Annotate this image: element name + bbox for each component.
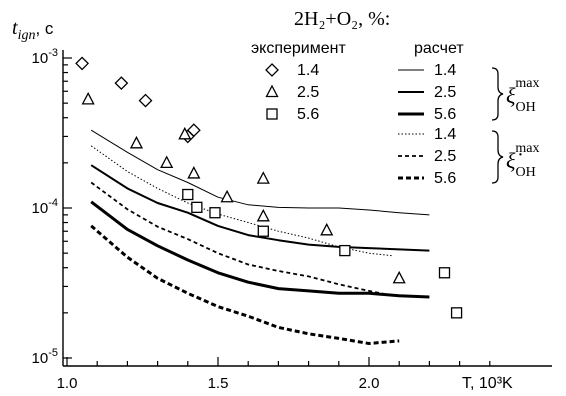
legend-label: 2.5 xyxy=(434,84,456,101)
y-axis-title: tign, c xyxy=(12,17,54,43)
data-point-diamond xyxy=(138,93,153,108)
data-point-triangle xyxy=(256,208,270,222)
data-point-triangle xyxy=(220,189,234,203)
xidot-curve-5-6 xyxy=(90,224,400,345)
x-tick-label: 2.0 xyxy=(359,375,380,392)
data-point-triangle xyxy=(160,155,174,168)
legend-marker-triangle xyxy=(265,84,279,98)
axes: 1.0 1.5 2.0 10-3 10-4 10-5 xyxy=(32,47,552,392)
data-point-triangle xyxy=(392,270,406,284)
legend-header-experiment: эксперимент xyxy=(251,40,346,57)
x-axis-title: T, 10³K xyxy=(462,375,513,392)
data-point-triangle xyxy=(81,91,95,105)
data-point-triangle xyxy=(178,126,192,140)
xi-curve-5-6 xyxy=(90,200,430,299)
data-point-square xyxy=(191,201,203,214)
brace-xi-group xyxy=(491,67,504,121)
xidot-curve-1-4 xyxy=(90,145,394,257)
data-point-square xyxy=(257,225,269,237)
x-tick-label: 1.5 xyxy=(208,375,229,392)
y-tick-label: 10-4 xyxy=(32,197,58,217)
xi-curve-2-5 xyxy=(90,164,430,252)
legend-label: 2.5 xyxy=(434,148,456,165)
legend-header-calculation: расчет xyxy=(414,40,464,57)
brace-xidot-group xyxy=(491,130,504,184)
xi-max-oh-label: ξmax OH xyxy=(506,76,540,115)
data-point-diamond xyxy=(114,76,129,91)
y-tick-label: 10-3 xyxy=(32,47,58,67)
data-point-square xyxy=(182,188,194,201)
data-point-triangle xyxy=(320,222,334,236)
legend-label: 2.5 xyxy=(297,84,319,101)
legend-marker-square xyxy=(266,108,278,120)
legend-label: 1.4 xyxy=(434,126,456,143)
data-point-diamond xyxy=(186,123,201,138)
data-point-square xyxy=(438,267,451,279)
experimental-points xyxy=(75,56,463,319)
data-point-square xyxy=(339,244,351,257)
legend-label: 5.6 xyxy=(297,106,319,123)
legend-title: 2H₂+O₂, %: xyxy=(294,8,390,30)
data-point-square xyxy=(209,207,221,219)
x-tick-label: 1.0 xyxy=(57,375,78,392)
legend-label: 5.6 xyxy=(434,170,456,187)
xi-curve-1-4 xyxy=(90,129,430,216)
xidot-curve-2-5 xyxy=(90,181,394,297)
legend-experiment: 1.4 2.5 5.6 xyxy=(265,62,319,123)
legend-label: 1.4 xyxy=(297,62,319,79)
data-point-triangle xyxy=(129,135,144,149)
legend-label: 1.4 xyxy=(434,62,456,79)
data-point-triangle xyxy=(256,171,270,184)
xidot-max-oh-label: ξ̇max OH xyxy=(506,141,540,180)
legend-marker-diamond xyxy=(265,63,279,77)
legend-calculation: 1.4 2.5 5.6 1.4 2.5 5.6 xyxy=(398,62,456,187)
y-tick-label: 10-5 xyxy=(32,347,58,367)
data-point-diamond xyxy=(75,56,90,71)
data-point-triangle xyxy=(187,166,201,179)
legend-label: 5.6 xyxy=(434,106,456,123)
calculated-curves xyxy=(90,129,430,345)
data-point-square xyxy=(450,307,463,319)
